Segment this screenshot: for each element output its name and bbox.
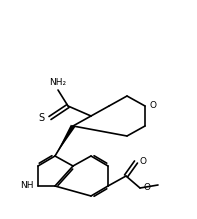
Text: NH: NH (20, 182, 34, 191)
Text: S: S (39, 113, 45, 123)
Text: O: O (140, 157, 147, 166)
Text: O: O (144, 184, 151, 193)
Text: O: O (150, 101, 157, 111)
Text: NH₂: NH₂ (49, 78, 67, 87)
Polygon shape (55, 125, 75, 156)
